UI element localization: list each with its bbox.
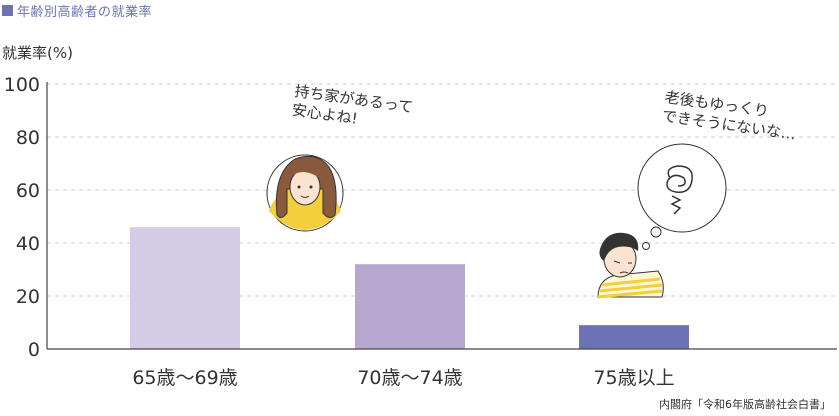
- y-tick-label: 100: [4, 74, 40, 96]
- bars: [130, 227, 689, 349]
- y-tick-label: 80: [16, 127, 40, 149]
- y-tick-label: 60: [16, 180, 40, 202]
- thought-bubble: [637, 143, 727, 250]
- bar: [355, 264, 465, 349]
- x-category-label: 75歳以上: [593, 367, 674, 389]
- chart-header: 年齢別高齢者の就業率: [2, 1, 153, 20]
- y-tick-label: 20: [16, 286, 40, 308]
- y-tick-label: 0: [28, 339, 40, 361]
- woman-avatar: [266, 154, 344, 232]
- bar: [579, 325, 689, 349]
- man-avatar: [597, 232, 664, 299]
- x-category-label: 70歳〜74歳: [357, 367, 462, 389]
- header-square-icon: [2, 4, 13, 16]
- y-axis-label: 就業率(%): [2, 44, 73, 62]
- bar: [130, 227, 240, 349]
- y-tick-labels: 0 20 40 60 80 100: [4, 74, 40, 361]
- chart-header-title: 年齢別高齢者の就業率: [17, 4, 153, 20]
- x-category-labels: 65歳〜69歳 70歳〜74歳 75歳以上: [132, 367, 674, 389]
- x-category-label: 65歳〜69歳: [132, 367, 237, 389]
- y-tick-label: 40: [16, 233, 40, 255]
- source-note: 内閣府「令和6年版高齢社会白書」: [659, 398, 831, 411]
- worry-scribble-icon: [666, 165, 693, 215]
